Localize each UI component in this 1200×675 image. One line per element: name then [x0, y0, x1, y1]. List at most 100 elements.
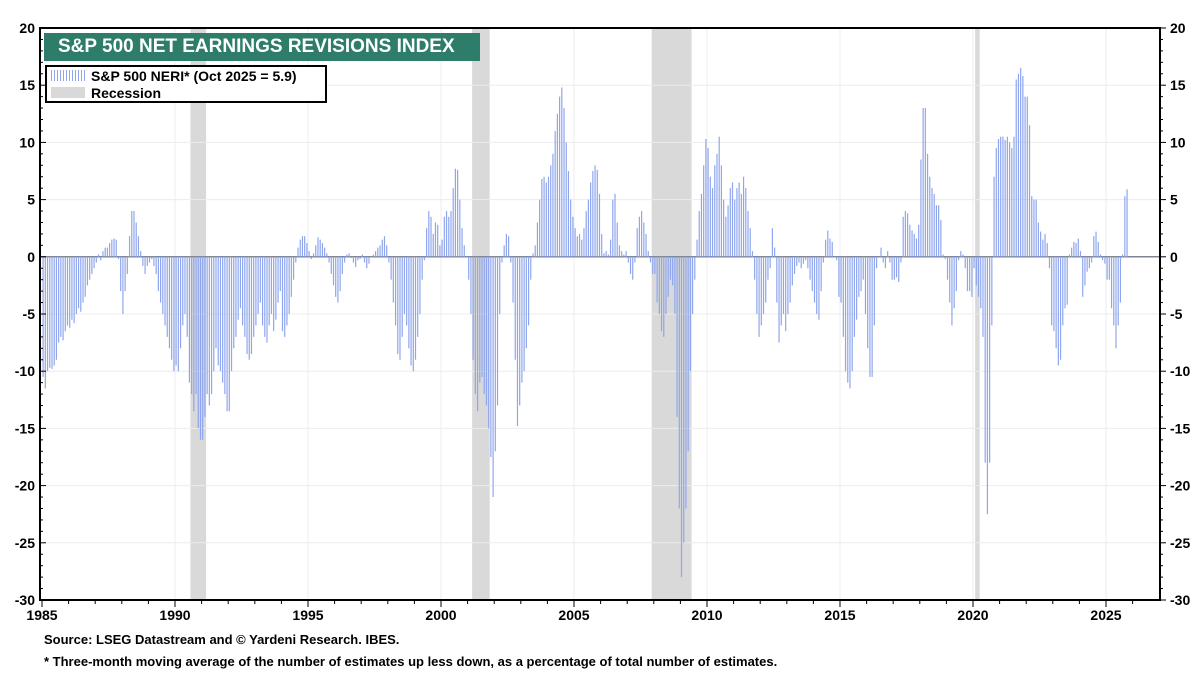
neri-bar	[811, 256, 813, 292]
neri-bar	[904, 211, 906, 257]
neri-bar	[246, 256, 248, 355]
neri-bar	[578, 233, 581, 257]
neri-bar	[301, 236, 304, 257]
neri-bar	[621, 251, 623, 257]
neri-bar	[86, 256, 89, 286]
neri-bar	[494, 256, 496, 452]
neri-bar	[432, 233, 434, 257]
neri-bar	[443, 216, 445, 257]
neri-bar	[346, 254, 348, 257]
neri-bar	[957, 256, 960, 261]
gridlines	[40, 28, 1160, 600]
neri-bar	[481, 256, 483, 377]
neri-bar	[966, 256, 969, 292]
neri-bar	[612, 199, 614, 257]
neri-bar	[71, 256, 73, 320]
neri-bar	[749, 228, 751, 257]
neri-bar	[417, 256, 419, 337]
neri-bar	[317, 237, 319, 257]
neri-bar	[255, 256, 257, 326]
neri-bar	[645, 233, 647, 257]
neri-bar	[199, 256, 202, 440]
neri-bar	[977, 256, 980, 297]
neri-bar	[869, 256, 871, 377]
neri-bar	[450, 211, 452, 257]
neri-bar	[785, 256, 787, 332]
y-tick-label-left: -10	[15, 363, 35, 379]
neri-bar	[938, 205, 940, 257]
neri-bar	[179, 256, 182, 349]
neri-bar	[942, 254, 944, 257]
neri-bar	[279, 256, 281, 292]
neri-bar	[363, 256, 366, 263]
neri-bar	[751, 251, 754, 257]
neri-bar	[1104, 256, 1106, 264]
source-note: Source: LSEG Datastream and © Yardeni Re…	[44, 632, 400, 647]
neri-bar	[1013, 136, 1015, 257]
neri-bar	[414, 256, 417, 360]
neri-bar	[975, 256, 977, 286]
neri-bar	[474, 256, 476, 395]
neri-bar	[437, 224, 439, 257]
neri-bar	[381, 239, 383, 257]
neri-bar	[510, 256, 512, 263]
neri-bar	[1026, 96, 1028, 257]
neri-bar	[993, 176, 995, 257]
neri-bar	[51, 256, 53, 369]
neri-bar	[729, 188, 731, 257]
neri-bar	[734, 199, 736, 257]
y-tick-label-left: -20	[15, 478, 35, 494]
neri-bar	[669, 256, 672, 280]
neri-bar	[1093, 236, 1095, 257]
neri-bar	[539, 199, 541, 257]
neri-bar	[95, 256, 97, 263]
neri-bar	[1002, 136, 1004, 257]
neri-bar	[228, 256, 230, 412]
y-tick-label-right: 20	[1170, 20, 1186, 36]
neri-bar	[718, 136, 720, 257]
neri-bar	[873, 256, 875, 326]
neri-bar	[541, 179, 543, 257]
neri-bar	[796, 256, 798, 266]
neri-bar	[159, 256, 162, 303]
neri-bar	[632, 256, 634, 280]
neri-bar	[230, 256, 233, 372]
neri-bar	[239, 256, 241, 309]
neri-bar	[485, 256, 488, 406]
neri-bar	[454, 168, 457, 257]
neri-bar	[838, 256, 840, 297]
neri-bar	[844, 256, 847, 372]
neri-bar	[104, 247, 106, 257]
neri-bar	[155, 256, 157, 274]
neri-bar	[465, 256, 468, 258]
neri-bar	[867, 256, 869, 349]
neri-bar	[738, 182, 740, 257]
y-tick-label-left: -30	[15, 592, 35, 608]
neri-bar	[140, 251, 142, 257]
neri-bar	[853, 256, 856, 337]
neri-bar	[470, 256, 472, 314]
y-tick-label-right: 5	[1170, 192, 1178, 208]
neri-bar	[572, 216, 574, 257]
neri-bar	[791, 256, 793, 286]
neri-bar	[1077, 238, 1079, 257]
y-tick-label-right: 10	[1170, 134, 1186, 150]
neri-bar	[1068, 254, 1071, 257]
neri-bar	[534, 245, 536, 257]
neri-bar	[375, 251, 377, 257]
neri-bar	[720, 165, 723, 257]
neri-bar	[700, 193, 703, 257]
neri-bar	[1113, 256, 1115, 326]
neri-bar	[46, 256, 49, 372]
y-tick-label-right: -10	[1170, 363, 1190, 379]
neri-bar	[1066, 256, 1068, 305]
neri-bar	[1053, 256, 1055, 332]
neri-bar	[386, 245, 388, 257]
neri-bar	[525, 256, 527, 349]
neri-bar	[1011, 148, 1013, 257]
neri-bar	[521, 256, 523, 383]
recession-swatch-icon	[51, 87, 85, 98]
neri-bar	[91, 256, 93, 274]
neri-bar	[698, 211, 700, 257]
neri-bar	[151, 256, 153, 260]
